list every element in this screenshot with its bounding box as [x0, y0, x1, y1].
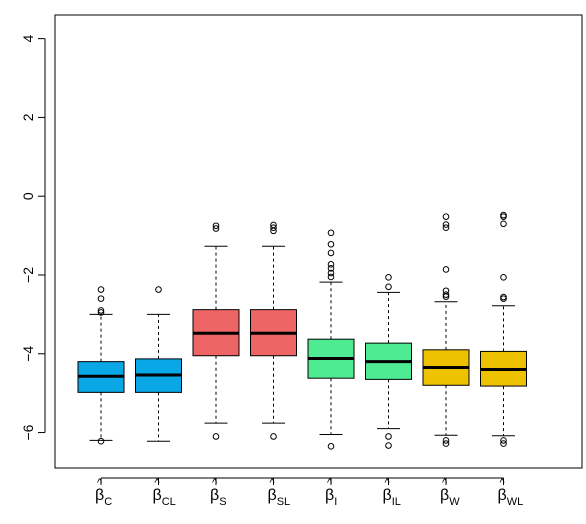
- subscript-label: S: [219, 496, 226, 508]
- outlier-point: [97, 286, 105, 293]
- subscript-label: CL: [162, 496, 176, 508]
- x-tick-label: ^ βWL: [498, 477, 524, 508]
- beta-symbol: β: [498, 487, 507, 504]
- outlier-point: [500, 440, 507, 447]
- outlier-point: [500, 295, 507, 302]
- outlier-point: [442, 221, 450, 228]
- outlier-point: [500, 220, 507, 228]
- hat-mark: ^: [212, 477, 218, 489]
- beta-symbol: β: [325, 487, 334, 504]
- subscript-label: WL: [507, 496, 524, 508]
- beta-symbol: β: [153, 487, 162, 504]
- y-axis: −6 −4 −2 0 2 4: [20, 35, 46, 441]
- outlier-point: [97, 295, 105, 302]
- outlier-point: [385, 442, 392, 449]
- outlier-point: [327, 269, 335, 277]
- hat-mark: ^: [155, 477, 161, 489]
- subscript-label: IL: [392, 496, 401, 508]
- outlier-point: [500, 213, 507, 220]
- box-group-w: [422, 213, 470, 447]
- outlier-point: [270, 224, 277, 232]
- beta-symbol: β: [210, 487, 219, 504]
- hat-mark: ^: [442, 477, 448, 489]
- x-tick-label: ^ βI: [325, 477, 337, 508]
- box-group-sl: [250, 221, 297, 440]
- outlier-point: [442, 224, 450, 232]
- outlier-point: [442, 213, 450, 220]
- outlier-point: [327, 240, 335, 248]
- y-tick-label: 2: [20, 113, 36, 121]
- box-group-il: [365, 274, 412, 449]
- outlier-point: [97, 437, 105, 445]
- outlier-point: [442, 266, 450, 273]
- x-tick-label: ^ βC: [95, 477, 112, 508]
- subscript-label: SL: [277, 496, 290, 508]
- y-tick-label: 0: [20, 192, 36, 200]
- subscript-label: I: [334, 496, 337, 508]
- beta-symbol: β: [383, 487, 392, 504]
- box-group-s: [192, 222, 240, 440]
- outlier-point: [212, 222, 220, 230]
- x-tick-label: ^ βSL: [268, 477, 291, 508]
- beta-symbol: β: [95, 487, 104, 504]
- x-tick-label: ^ βS: [210, 477, 227, 508]
- outlier-point: [270, 227, 277, 235]
- outlier-point: [500, 274, 507, 281]
- outlier-point: [442, 440, 450, 447]
- outlier-point: [500, 437, 507, 444]
- box-group-i: [307, 229, 355, 450]
- outlier-point: [442, 437, 450, 444]
- outlier-point: [327, 443, 335, 450]
- y-tick-label: −6: [20, 424, 36, 440]
- plot-frame: [54, 14, 583, 469]
- subscript-label: W: [449, 496, 460, 508]
- outlier-point: [97, 307, 105, 314]
- outlier-point: [212, 225, 220, 232]
- outlier-point: [327, 249, 335, 257]
- hat-mark: ^: [385, 477, 391, 489]
- box-series: [77, 211, 527, 450]
- x-tick-label: ^ βIL: [383, 477, 401, 508]
- outlier-point: [327, 264, 335, 272]
- outlier-point: [212, 433, 220, 440]
- outlier-point: [327, 273, 335, 281]
- outlier-point: [97, 309, 105, 316]
- box-group-cl: [135, 286, 182, 442]
- hat-mark: ^: [327, 477, 333, 489]
- beta-symbol: β: [268, 487, 277, 504]
- x-tick-label: ^ βCL: [153, 477, 176, 508]
- beta-symbol: β: [440, 487, 449, 504]
- outlier-point: [442, 291, 450, 298]
- outlier-point: [270, 433, 277, 440]
- box-group-wl: [480, 211, 527, 447]
- x-tick-label: ^ βW: [440, 477, 460, 508]
- hat-mark: ^: [97, 477, 103, 489]
- outlier-point: [385, 283, 392, 291]
- outlier-point: [327, 229, 335, 237]
- outlier-point: [385, 433, 392, 440]
- outlier-point: [442, 293, 450, 300]
- y-tick-label: −4: [20, 346, 36, 362]
- y-tick-label: 4: [20, 35, 36, 43]
- subscript-label: C: [104, 496, 112, 508]
- hat-mark: ^: [270, 477, 276, 489]
- x-axis: ^ βC^ βCL^ βS^ βSL^ βI^ βIL^ βW^ βWL: [95, 477, 523, 508]
- outlier-point: [327, 261, 335, 268]
- box-group-c: [77, 286, 125, 445]
- outlier-point: [385, 274, 392, 281]
- outlier-point: [155, 286, 162, 293]
- hat-mark: ^: [500, 477, 506, 489]
- y-tick-label: −2: [20, 267, 36, 283]
